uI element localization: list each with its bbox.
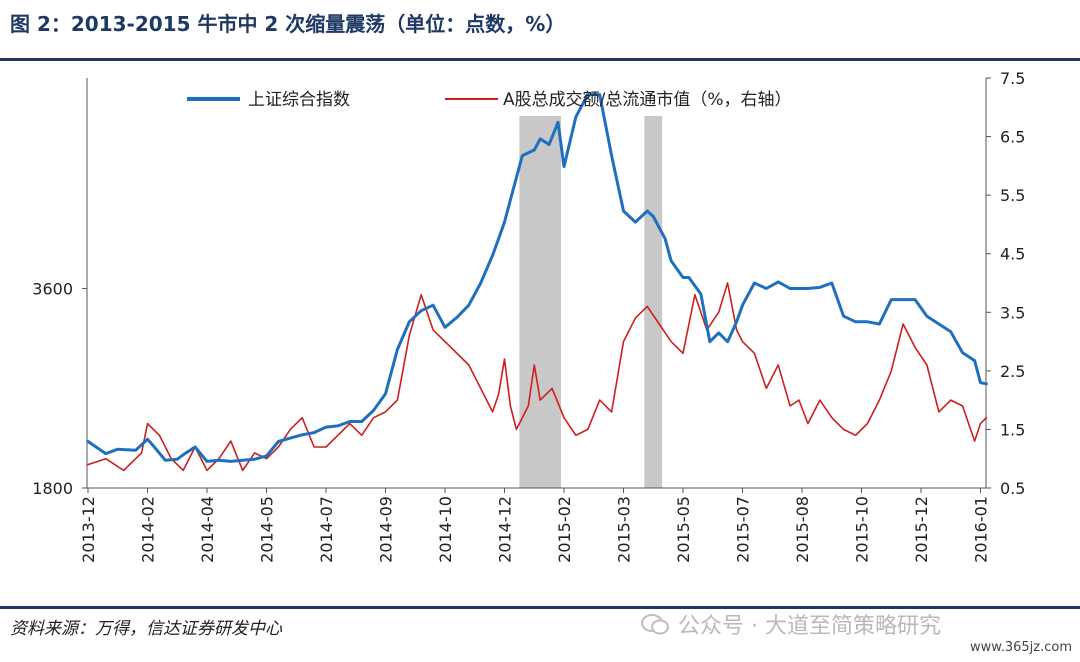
right-tick-label: 6.5 (1000, 128, 1025, 147)
turnover-line (87, 282, 988, 472)
index-series (86, 93, 988, 463)
x-tick-label: 2014-05 (258, 496, 277, 563)
x-tick-label: 2015-07 (734, 496, 753, 563)
legend-label-turnover: A股总成交额/总流通市值（%，右轴） (503, 90, 792, 110)
source-note: 资料来源：万得，信达证券研发中心 (10, 619, 282, 639)
x-tick-labels: 2013-12 2014-02 2014-04 2014-05 2014-07 2014-… (79, 488, 991, 563)
x-tick-label: 2015-08 (793, 496, 812, 563)
right-tick-label: 4.5 (1000, 245, 1025, 264)
turnover-series (87, 282, 988, 472)
legend-label-index: 上证综合指数 (248, 90, 350, 110)
shaded-period-1 (519, 116, 562, 488)
x-tick-label: 2014-04 (198, 496, 217, 563)
right-tick-label: 1.5 (1000, 420, 1025, 439)
x-tick-label: 2014-12 (496, 496, 515, 563)
legend: 上证综合指数 A股总成交额/总流通市值（%，右轴） (187, 90, 792, 110)
bottom-divider (0, 606, 1080, 609)
watermark-text: 公众号 · 大道至简策略研究 (678, 614, 941, 639)
index-line (86, 93, 988, 463)
wechat-icon (641, 614, 669, 635)
right-tick-label: 5.5 (1000, 186, 1025, 205)
x-tick-label: 2013-12 (79, 496, 98, 563)
right-tick-label: 3.5 (1000, 303, 1025, 322)
chart-axes (86, 78, 987, 489)
right-tick-label: 0.5 (1000, 479, 1025, 498)
x-tick-label: 2014-10 (436, 496, 455, 563)
left-tick-labels: 1800 3600 (32, 280, 87, 498)
x-tick-label: 2014-02 (139, 496, 158, 563)
right-tick-label: 2.5 (1000, 362, 1025, 381)
top-divider (0, 58, 1080, 61)
x-tick-label: 2015-10 (853, 496, 872, 563)
watermark: 公众号 · 大道至简策略研究 (640, 608, 941, 640)
left-tick-label: 1800 (32, 479, 73, 498)
page-title: 图 2：2013-2015 牛市中 2 次缩量震荡（单位：点数，%） (10, 12, 566, 36)
x-tick-label: 2015-03 (615, 496, 634, 563)
x-tick-label: 2015-02 (555, 496, 574, 563)
x-tick-label: 2015-05 (674, 496, 693, 563)
x-tick-label: 2015-12 (912, 496, 931, 563)
x-tick-label: 2014-07 (317, 496, 336, 563)
right-tick-labels: 0.5 1.5 2.5 3.5 4.5 5.5 6.5 7.5 (986, 69, 1025, 498)
right-tick-label: 7.5 (1000, 69, 1025, 88)
x-tick-label: 2016-01 (972, 496, 991, 563)
site-url: www.365jz.com (970, 640, 1072, 655)
shaded-periods (519, 116, 663, 488)
left-tick-label: 3600 (32, 280, 73, 299)
shaded-period-2 (644, 116, 663, 488)
x-tick-label: 2014-09 (377, 496, 396, 563)
